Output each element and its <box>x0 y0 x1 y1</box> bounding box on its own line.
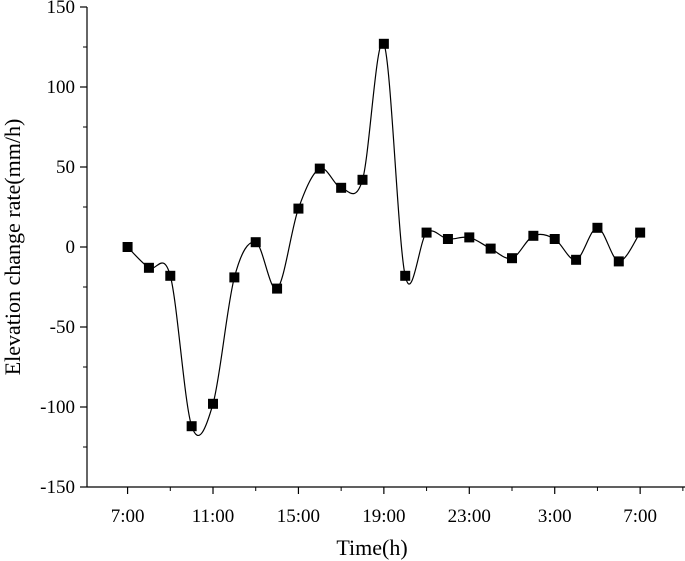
y-axis-ticks: 150 100 50 0 -50 -100 -150 <box>40 0 87 498</box>
x-tick-label: 7:00 <box>111 506 145 527</box>
data-point-marker <box>314 163 325 174</box>
data-point-marker <box>571 254 582 265</box>
y-tick-label: -150 <box>40 477 75 498</box>
x-tick-label: 7:00 <box>623 506 657 527</box>
data-point-marker <box>208 398 219 409</box>
data-point-marker <box>186 421 197 432</box>
data-point-marker <box>485 243 496 254</box>
x-tick-label: 3:00 <box>538 506 572 527</box>
data-point-marker <box>635 227 646 238</box>
data-point-marker <box>613 256 624 267</box>
data-point-marker <box>357 174 368 185</box>
y-tick-label: 100 <box>47 77 76 98</box>
y-tick-label: 150 <box>47 0 76 18</box>
x-tick-label: 19:00 <box>362 506 405 527</box>
data-point-marker <box>507 253 518 264</box>
data-point-marker <box>336 182 347 193</box>
data-markers <box>122 38 646 432</box>
x-tick-label: 11:00 <box>192 506 235 527</box>
y-axis-title: Elevation change rate(mm/h) <box>0 119 25 376</box>
chart-axes <box>86 7 685 488</box>
x-tick-label: 15:00 <box>277 506 320 527</box>
data-point-marker <box>272 283 283 294</box>
data-point-marker <box>122 242 133 252</box>
y-tick-label: -100 <box>40 397 75 418</box>
x-axis-ticks: 7:00 11:00 15:00 19:00 23:00 3:00 7:00 <box>111 487 684 527</box>
data-point-marker <box>592 222 603 233</box>
data-point-marker <box>442 234 453 244</box>
x-axis-title: Time(h) <box>336 535 407 560</box>
y-tick-label: 0 <box>66 237 76 258</box>
series-line <box>127 41 641 436</box>
y-tick-label: -50 <box>50 317 75 338</box>
data-point-marker <box>250 237 261 248</box>
data-point-marker <box>464 232 475 243</box>
data-point-marker <box>400 270 411 281</box>
data-point-marker <box>293 203 304 214</box>
data-point-marker <box>143 262 154 273</box>
data-point-marker <box>421 227 432 238</box>
data-point-marker <box>165 270 176 281</box>
data-point-marker <box>378 38 389 49</box>
y-tick-label: 50 <box>56 157 75 178</box>
data-point-marker <box>528 230 539 241</box>
data-point-marker <box>229 272 240 283</box>
x-tick-label: 23:00 <box>448 506 491 527</box>
data-point-marker <box>549 234 560 244</box>
